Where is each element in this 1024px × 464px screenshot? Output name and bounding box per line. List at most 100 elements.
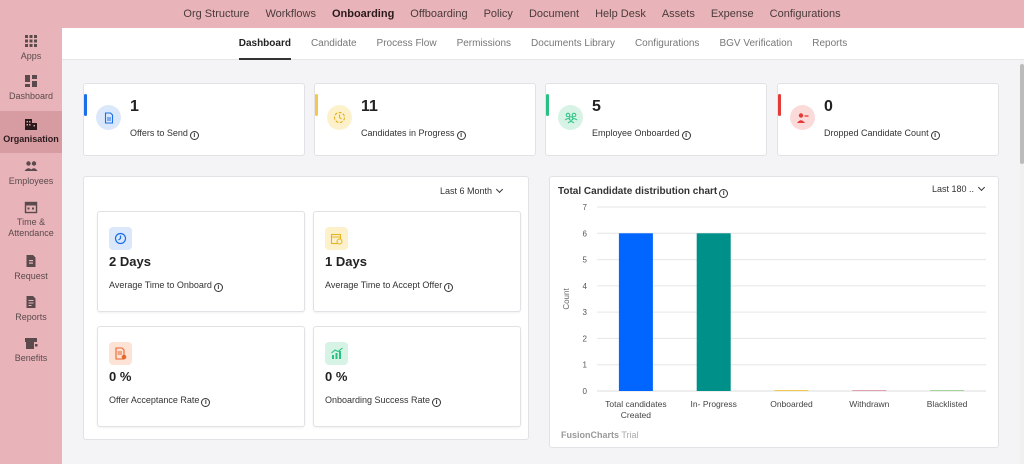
chart-range-dropdown[interactable]: Last 180 .. — [932, 183, 986, 194]
offer-icon — [115, 347, 127, 360]
x-tick-label: Withdrawn — [849, 399, 889, 409]
scrollbar-thumb[interactable] — [1020, 64, 1024, 164]
tab-reports[interactable]: Reports — [812, 37, 848, 49]
tab-permissions[interactable]: Permissions — [456, 37, 512, 49]
stat-label-text: Dropped Candidate Count — [824, 128, 929, 138]
accent-bar — [546, 94, 549, 116]
stat-label-text: Candidates in Progress — [361, 128, 455, 138]
sidebar-item-label: Employees — [8, 176, 54, 186]
metrics-panel: Last 6 Month 2 Days Average Time to Onbo… — [83, 176, 529, 440]
sidebar-item-employees[interactable]: Employees — [0, 159, 62, 195]
people-icon — [24, 161, 38, 171]
top-nav-workflows[interactable]: Workflows — [265, 8, 316, 20]
top-nav-onboarding[interactable]: Onboarding — [331, 8, 395, 20]
sidebar-item-dashboard[interactable]: Dashboard — [0, 74, 62, 110]
chart-title: Total Candidate distribution chart i — [558, 186, 729, 198]
y-tick-label: 6 — [583, 229, 588, 238]
benefits-icon — [25, 338, 38, 349]
tab-candidate[interactable]: Candidate — [310, 37, 357, 49]
top-nav-offboarding[interactable]: Offboarding — [410, 8, 468, 20]
info-icon[interactable]: i — [719, 189, 729, 198]
y-tick-label: 2 — [583, 334, 588, 343]
top-nav-assets[interactable]: Assets — [661, 8, 695, 20]
info-icon[interactable]: i — [681, 131, 691, 140]
grid-icon — [25, 35, 37, 47]
info-icon[interactable]: i — [930, 131, 940, 140]
bar — [774, 390, 809, 391]
tab-bgv-verification[interactable]: BGV Verification — [719, 37, 793, 49]
y-tick-label: 4 — [583, 282, 588, 291]
dashboard-icon — [25, 75, 37, 87]
y-tick-label: 3 — [583, 308, 588, 317]
tab-configurations[interactable]: Configurations — [634, 37, 700, 49]
sidebar-item-label: Time & Attendance — [8, 217, 54, 238]
bar — [852, 390, 887, 391]
request-icon — [26, 255, 36, 267]
stat-label: Offers to Send i — [130, 128, 199, 140]
sidebar-item-request[interactable]: Request — [0, 254, 62, 290]
sidebar-item-time-attendance[interactable]: Time & Attendance — [0, 200, 62, 248]
sidebar-item-apps[interactable]: Apps — [0, 34, 62, 70]
metric-value: 1 Days — [325, 254, 367, 269]
stat-card-employee-onboarded[interactable]: 5 Employee Onboarded i — [545, 83, 767, 156]
stat-icon-wrap — [558, 105, 583, 130]
metric-card-avg-time-to-onboard[interactable]: 2 Days Average Time to Onboard i — [97, 211, 305, 312]
user-remove-icon — [797, 112, 809, 123]
accent-bar — [778, 94, 781, 116]
top-nav-policy[interactable]: Policy — [483, 8, 513, 20]
metric-card-onboarding-success-rate[interactable]: 0 % Onboarding Success Rate i — [313, 326, 521, 427]
sidebar-item-label: Benefits — [14, 353, 48, 363]
y-tick-label: 1 — [583, 361, 588, 370]
y-tick-label: 5 — [583, 256, 588, 265]
stat-icon-wrap — [96, 105, 121, 130]
tab-dashboard[interactable]: Dashboard — [229, 28, 301, 60]
metric-card-offer-acceptance-rate[interactable]: 0 % Offer Acceptance Rate i — [97, 326, 305, 427]
sidebar-item-benefits[interactable]: Benefits — [0, 336, 62, 372]
info-icon[interactable]: i — [201, 398, 211, 407]
metrics-range-dropdown[interactable]: Last 6 Month — [440, 185, 504, 196]
x-tick-label: In- Progress — [691, 399, 737, 409]
stat-card-candidates-in-progress[interactable]: 11 Candidates in Progress i — [314, 83, 536, 156]
metric-label-text: Average Time to Onboard — [109, 280, 212, 290]
info-icon[interactable]: i — [456, 131, 466, 140]
stat-label-text: Employee Onboarded — [592, 128, 680, 138]
sidebar-item-organisation[interactable]: Organisation — [0, 111, 62, 153]
info-icon[interactable]: i — [444, 283, 454, 292]
top-nav-document[interactable]: Document — [528, 8, 580, 20]
chart-panel: Total Candidate distribution chart i Last… — [549, 176, 999, 448]
tab-documents-library[interactable]: Documents Library — [531, 37, 615, 49]
top-nav: Org Structure Workflows Onboarding Offbo… — [0, 0, 1024, 28]
top-nav-configurations[interactable]: Configurations — [769, 8, 841, 20]
sidebar-item-label: Reports — [15, 312, 47, 322]
y-tick-label: 0 — [583, 387, 588, 396]
bar — [696, 233, 731, 391]
info-icon[interactable]: i — [213, 283, 223, 292]
info-icon[interactable]: i — [189, 131, 199, 140]
metric-label: Average Time to Onboard i — [109, 280, 223, 292]
top-nav-org-structure[interactable]: Org Structure — [183, 8, 250, 20]
stat-card-offers-to-send[interactable]: 1 Offers to Send i — [83, 83, 305, 156]
tab-process-flow[interactable]: Process Flow — [376, 37, 437, 49]
metric-icon-wrap — [325, 342, 348, 365]
y-axis-label: Count — [562, 288, 571, 310]
x-tick-label: Blacklisted — [927, 399, 968, 409]
watermark-suffix: Trial — [621, 430, 639, 440]
metric-icon-wrap — [109, 227, 132, 250]
chart-title-text: Total Candidate distribution chart — [558, 186, 718, 197]
page-scrollbar[interactable] — [1020, 60, 1024, 464]
metric-card-avg-time-to-accept-offer[interactable]: 1 Days Average Time to Accept Offer i — [313, 211, 521, 312]
watermark-brand: FusionCharts — [561, 430, 620, 440]
stat-card-dropped-candidate-count[interactable]: 0 Dropped Candidate Count i — [777, 83, 999, 156]
stat-label: Dropped Candidate Count i — [824, 128, 940, 140]
x-tick-label: Onboarded — [770, 399, 813, 409]
bar — [618, 233, 653, 391]
metric-label-text: Offer Acceptance Rate — [109, 395, 200, 405]
sidebar-item-reports[interactable]: Reports — [0, 295, 62, 331]
info-icon[interactable]: i — [432, 398, 442, 407]
building-icon — [25, 119, 37, 130]
stat-value: 0 — [824, 98, 833, 115]
progress-icon — [333, 111, 346, 124]
top-nav-expense[interactable]: Expense — [710, 8, 754, 20]
top-nav-help-desk[interactable]: Help Desk — [595, 8, 646, 20]
